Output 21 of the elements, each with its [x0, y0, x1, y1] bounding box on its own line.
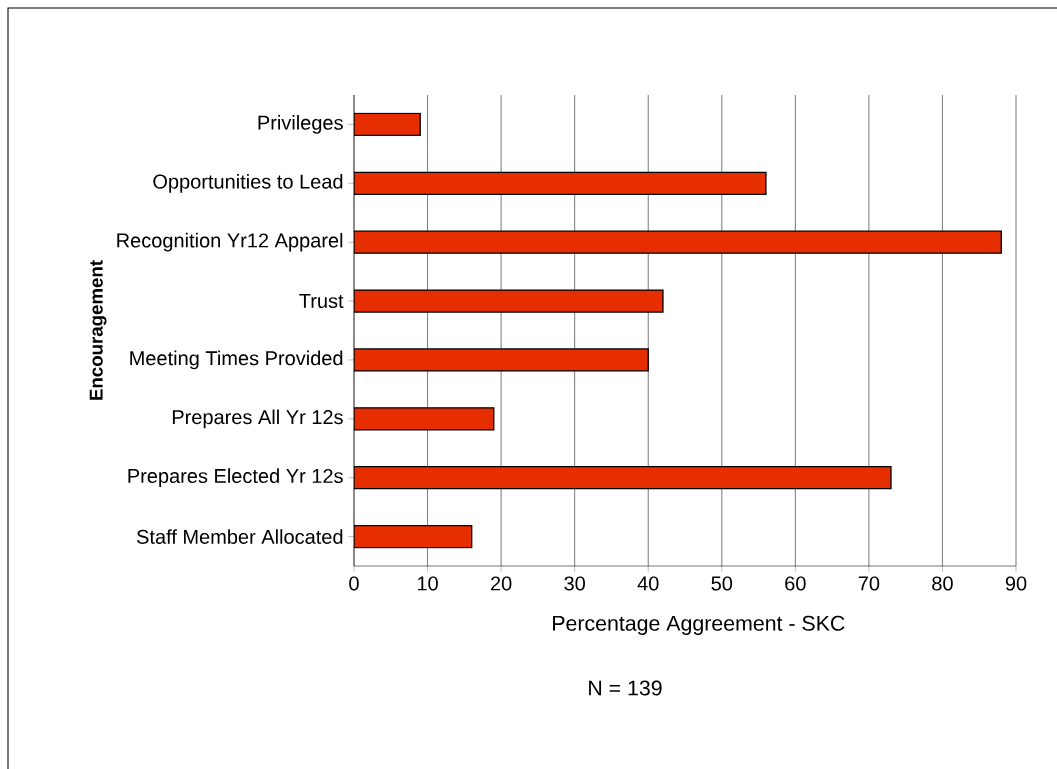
x-tick-label: 40 — [637, 576, 659, 591]
x-tick-label: 70 — [858, 576, 880, 591]
y-tick-label: Trust — [299, 294, 344, 309]
x-tick-label: 80 — [932, 576, 953, 591]
y-tick-label: Prepares Elected Yr 12s — [128, 468, 343, 488]
y-tick-label: Privileges — [258, 115, 343, 134]
y-tick-label: Meeting Times Provided — [130, 350, 343, 370]
y-axis-title: Encouragement — [89, 260, 107, 400]
x-tick-label: 60 — [785, 576, 806, 591]
y-tick-label: Staff Member Allocated — [136, 529, 343, 544]
x-tick-label: 90 — [1005, 576, 1027, 591]
y-tick-label: Prepares All Yr 12s — [172, 409, 343, 429]
x-tick-label: 0 — [349, 576, 359, 591]
x-tick-label: 30 — [564, 576, 585, 591]
x-tick-label: 10 — [417, 576, 438, 591]
text: N = 139 — [589, 680, 662, 696]
x-axis-title: Percentage Aggreement - SKC — [553, 615, 845, 636]
y-tick-label: Recognition Yr12 Apparel — [117, 232, 343, 252]
x-tick-label: 50 — [711, 576, 733, 591]
x-tick-label: 20 — [490, 576, 512, 591]
y-tick-label: Opportunities to Lead — [153, 174, 343, 193]
